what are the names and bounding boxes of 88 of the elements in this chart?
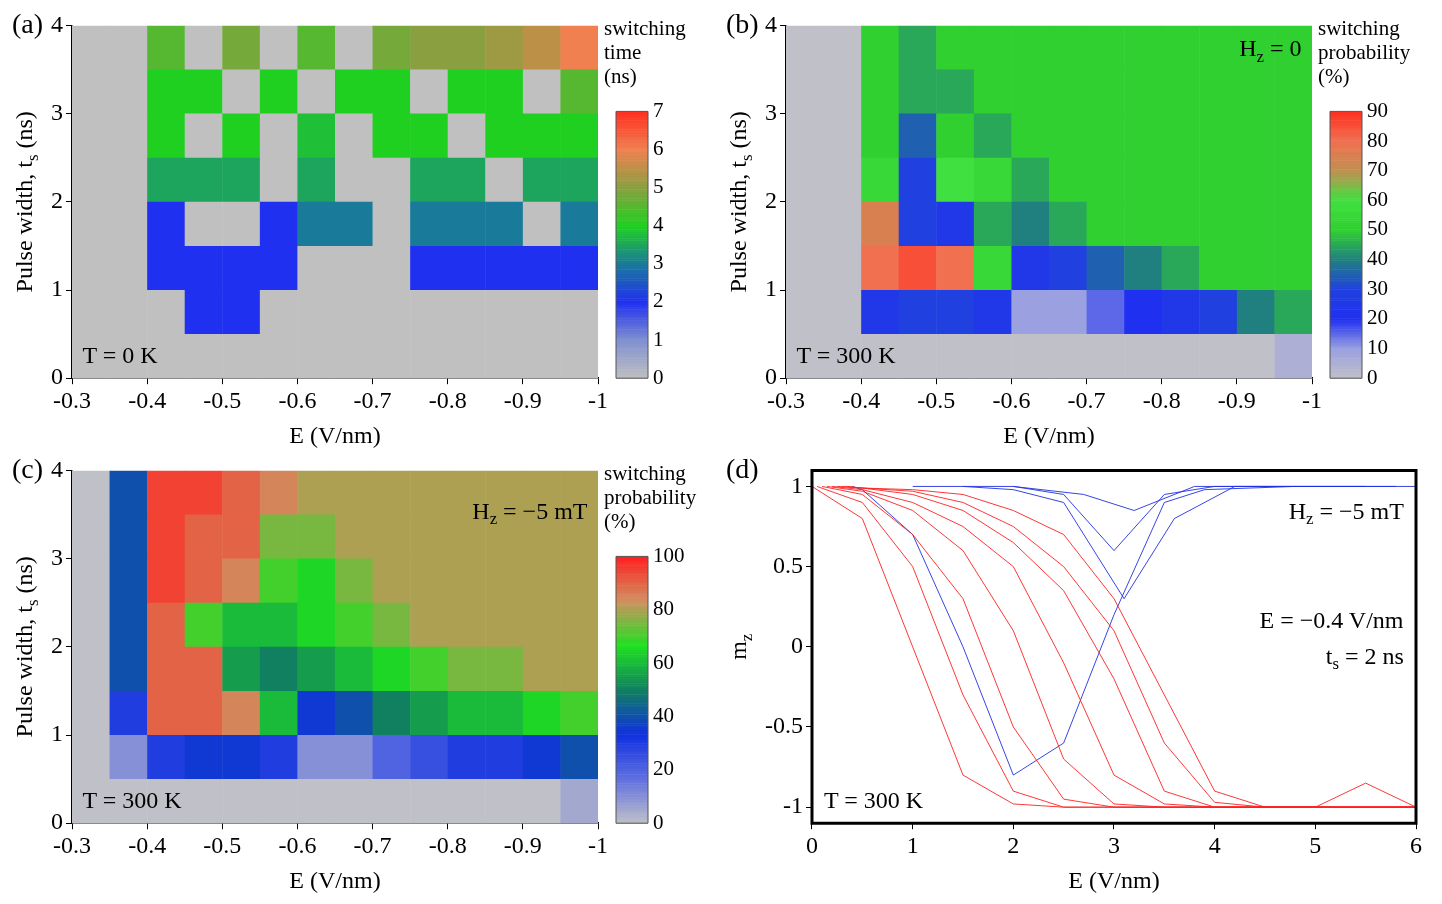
color-bar-label: 20 [653,756,674,781]
color-bar-label: 40 [1367,246,1388,271]
x-tick-label: -0.6 [992,386,1031,413]
annotation: T = 300 K [824,787,924,814]
color-bar-title: switching time (ns) [604,15,687,88]
y-tick-label: 1 [765,275,777,302]
color-bar-label: 20 [1367,305,1388,330]
x-tick-label: 3 [1108,831,1120,858]
annotation: T = 300 K [796,342,897,369]
x-tick-label: -0.7 [353,386,392,413]
x-tick-label: -1 [588,831,608,858]
y-tick-label: 3 [765,98,777,125]
x-tick-label: -0.4 [128,386,167,413]
y-tick-label: 1 [51,720,63,747]
y-tick-label: 2 [765,187,777,214]
y-axis-title: Pulse width, ts (ns) [11,111,42,293]
chart-title: (d) [726,453,759,485]
x-tick-label: -0.9 [503,831,542,858]
color-bar-label: 70 [1367,157,1388,182]
x-tick-label: -1 [588,386,608,413]
color-bar-label: 0 [1367,364,1378,389]
color-bar-label: 3 [653,250,664,275]
color-bar-label: 2 [653,288,664,313]
color-bar-label: 100 [653,542,685,567]
x-axis-title: E (V/nm) [289,867,381,894]
y-tick-label: 0.5 [772,551,803,578]
y-tick-label: 0 [790,632,803,659]
color-bar-label: 90 [1367,97,1388,122]
x-tick-label: -0.7 [1067,386,1106,413]
x-tick-label: -0.8 [428,386,467,413]
color-bar-label: 40 [653,703,674,727]
color-bar-label: 0 [653,364,664,389]
x-tick-label: -0.5 [203,831,242,858]
annotation: T = 300 K [82,787,183,814]
x-tick-label: -0.7 [353,831,392,858]
y-tick-label: 2 [51,632,63,659]
y-tick-label: 4 [51,10,63,37]
color-bar-label: 80 [1367,127,1388,152]
x-tick-label: -0.6 [278,831,317,858]
color-bar-label: 50 [1367,216,1388,241]
color-bar-label: 4 [653,212,664,237]
color-bar-label: 10 [1367,335,1388,360]
x-tick-label: -0.9 [1217,386,1256,413]
y-tick-label: 1 [51,275,63,302]
y-axis-title: Pulse width, ts (ns) [725,111,756,293]
x-axis-title: E (V/nm) [1068,867,1160,894]
x-tick-label: 4 [1208,831,1221,858]
x-tick-label: -0.4 [128,831,167,858]
x-tick-label: -1 [1302,386,1322,413]
y-tick-label: 4 [765,10,777,37]
x-tick-label: 5 [1309,831,1322,858]
x-tick-label: -0.8 [428,831,467,858]
y-tick-label: 1 [790,471,803,498]
x-tick-label: -0.9 [503,386,542,413]
color-bar-label: 5 [653,174,664,199]
x-tick-label: -0.8 [1142,386,1181,413]
x-axis-title: E (V/nm) [289,422,381,449]
y-tick-label: 3 [51,98,63,125]
y-axis-title: Pulse width, ts (ns) [11,556,42,738]
y-tick-label: -0.5 [764,712,803,739]
x-tick-label: -0.5 [203,386,242,413]
color-bar-label: 80 [653,596,674,621]
chart-title: (b) [726,8,759,40]
color-bar-title: switching probability (%) [604,460,697,533]
x-tick-label: 2 [1007,831,1020,858]
annotation: T = 0 K [82,342,159,369]
color-bar-title: switching probability (%) [1318,15,1411,88]
color-bar-label: 60 [1367,186,1388,211]
color-bar-label: 30 [1367,275,1388,300]
color-bar-label: 0 [653,809,664,834]
y-tick-label: 3 [51,543,63,570]
y-tick-label: -1 [782,792,803,819]
color-bar-label: 7 [653,97,664,122]
x-tick-label: 1 [906,831,919,858]
y-tick-label: 4 [51,455,63,482]
y-axis-title: mz [725,633,756,660]
color-bar-label: 60 [653,649,674,674]
chart-title: (a) [12,8,44,40]
color-bar-label: 6 [653,136,664,161]
x-axis-title: E (V/nm) [1003,422,1095,449]
chart-title: (c) [12,453,44,485]
x-tick-label: -0.4 [842,386,881,413]
x-tick-label: 6 [1410,831,1422,858]
y-tick-label: 2 [51,187,63,214]
color-bar-label: 1 [653,326,664,351]
x-tick-label: -0.6 [278,386,317,413]
x-tick-label: -0.5 [917,386,956,413]
annotation: E = −0.4 V/nm [1259,607,1404,634]
